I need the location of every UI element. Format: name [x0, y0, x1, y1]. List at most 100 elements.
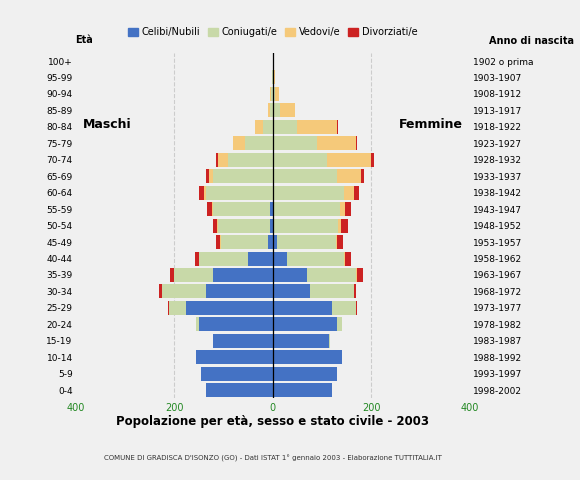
- Bar: [273, 301, 332, 315]
- Text: Femmine: Femmine: [398, 118, 462, 131]
- Bar: [271, 87, 273, 101]
- Bar: [218, 153, 229, 167]
- Bar: [168, 301, 169, 315]
- Bar: [169, 301, 186, 315]
- Bar: [162, 285, 206, 299]
- Bar: [209, 169, 213, 183]
- Bar: [270, 218, 273, 233]
- Bar: [361, 169, 364, 183]
- Bar: [268, 235, 273, 249]
- Bar: [268, 103, 270, 118]
- Bar: [273, 252, 288, 265]
- Bar: [273, 136, 317, 150]
- Bar: [273, 235, 277, 249]
- Text: COMUNE DI GRADISCA D'ISONZO (GO) - Dati ISTAT 1° gennaio 2003 - Elaborazione TUT: COMUNE DI GRADISCA D'ISONZO (GO) - Dati …: [104, 455, 441, 462]
- Bar: [201, 367, 273, 381]
- Bar: [213, 202, 270, 216]
- Bar: [213, 218, 218, 233]
- Bar: [273, 268, 307, 282]
- Bar: [345, 202, 351, 216]
- Bar: [273, 317, 337, 331]
- Text: Anno di nascita: Anno di nascita: [489, 36, 574, 46]
- Bar: [354, 285, 356, 299]
- Bar: [216, 235, 220, 249]
- Bar: [277, 235, 336, 249]
- Bar: [273, 334, 329, 348]
- Bar: [338, 218, 340, 233]
- Bar: [196, 350, 273, 364]
- Bar: [371, 153, 374, 167]
- Bar: [170, 268, 174, 282]
- Bar: [274, 218, 338, 233]
- Bar: [337, 169, 361, 183]
- Bar: [198, 186, 204, 200]
- Bar: [233, 136, 245, 150]
- Bar: [213, 169, 273, 183]
- Bar: [216, 153, 219, 167]
- Bar: [340, 218, 348, 233]
- Bar: [221, 235, 268, 249]
- Bar: [204, 186, 206, 200]
- Bar: [198, 252, 248, 265]
- Bar: [273, 153, 327, 167]
- Bar: [206, 285, 273, 299]
- Bar: [354, 186, 359, 200]
- Text: Maschi: Maschi: [83, 118, 132, 131]
- Bar: [248, 252, 273, 265]
- Bar: [356, 301, 357, 315]
- Bar: [245, 136, 273, 150]
- Bar: [357, 268, 363, 282]
- Bar: [273, 186, 344, 200]
- Bar: [186, 301, 273, 315]
- Bar: [332, 301, 356, 315]
- Bar: [275, 87, 279, 101]
- Bar: [273, 350, 342, 364]
- Bar: [288, 252, 344, 265]
- Bar: [270, 87, 271, 101]
- Bar: [207, 202, 212, 216]
- Bar: [159, 285, 162, 299]
- Bar: [206, 169, 209, 183]
- Bar: [273, 218, 274, 233]
- Bar: [340, 202, 345, 216]
- Bar: [270, 103, 273, 118]
- Bar: [273, 202, 274, 216]
- Bar: [356, 136, 357, 150]
- Bar: [273, 383, 332, 397]
- Text: Popolazione per età, sesso e stato civile - 2003: Popolazione per età, sesso e stato civil…: [116, 415, 429, 428]
- Bar: [307, 268, 356, 282]
- Bar: [213, 334, 273, 348]
- Bar: [337, 317, 342, 331]
- Bar: [344, 186, 354, 200]
- Bar: [317, 136, 356, 150]
- Bar: [273, 103, 280, 118]
- Bar: [273, 71, 274, 84]
- Bar: [310, 285, 354, 299]
- Bar: [337, 235, 343, 249]
- Bar: [273, 120, 297, 134]
- Bar: [273, 285, 310, 299]
- Bar: [213, 268, 273, 282]
- Bar: [219, 218, 270, 233]
- Bar: [270, 202, 273, 216]
- Bar: [206, 186, 273, 200]
- Bar: [327, 153, 371, 167]
- Bar: [229, 153, 273, 167]
- Bar: [280, 103, 295, 118]
- Bar: [274, 202, 340, 216]
- Bar: [344, 252, 345, 265]
- Bar: [195, 252, 198, 265]
- Bar: [218, 218, 219, 233]
- Bar: [273, 87, 275, 101]
- Bar: [212, 202, 213, 216]
- Bar: [345, 252, 351, 265]
- Bar: [273, 169, 337, 183]
- Bar: [337, 120, 338, 134]
- Bar: [336, 235, 337, 249]
- Bar: [263, 120, 273, 134]
- Bar: [297, 120, 336, 134]
- Legend: Celibi/Nubili, Coniugati/e, Vedovi/e, Divorziati/e: Celibi/Nubili, Coniugati/e, Vedovi/e, Di…: [124, 23, 421, 41]
- Bar: [329, 334, 330, 348]
- Bar: [255, 120, 263, 134]
- Text: Età: Età: [75, 35, 93, 45]
